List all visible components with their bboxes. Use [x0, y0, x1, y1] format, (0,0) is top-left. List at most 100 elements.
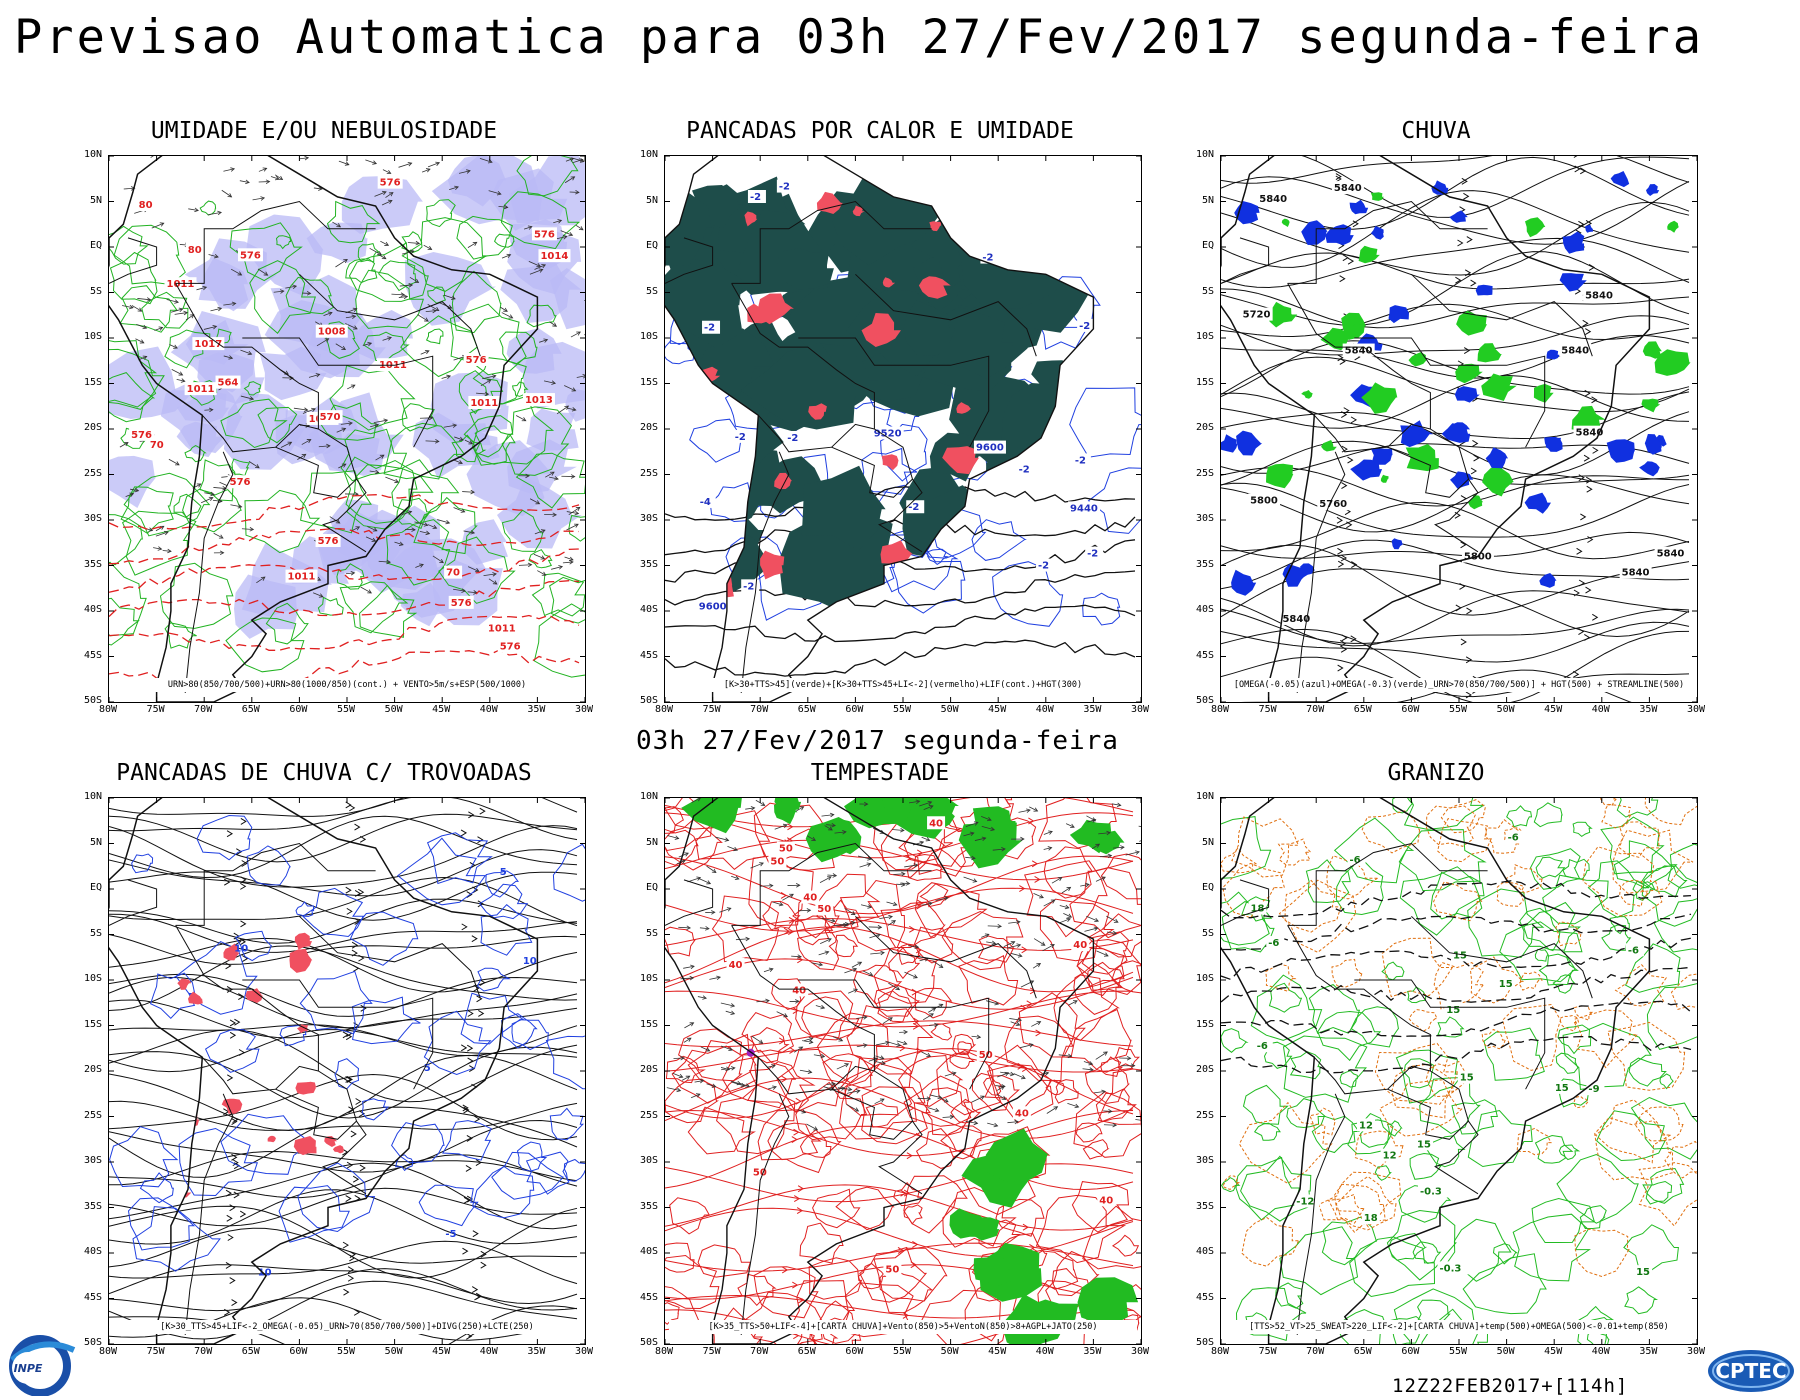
- wind-vector-head: [341, 463, 347, 468]
- contour-line: [1646, 1167, 1685, 1204]
- contour-line: [748, 854, 814, 927]
- wind-vector-head: [879, 1098, 885, 1103]
- streamline-arrow: [468, 811, 475, 819]
- latitude-tick-label: 5N: [89, 836, 102, 848]
- wind-vector-head: [123, 442, 129, 447]
- shaded-area: [665, 256, 743, 349]
- contour-label: -2: [982, 253, 993, 264]
- contour-line: [665, 339, 696, 365]
- contour-line: [401, 217, 488, 292]
- wind-vector: [370, 424, 379, 428]
- wind-vector-head: [527, 225, 533, 230]
- contour-label-box: [973, 440, 1006, 454]
- wind-vector: [427, 162, 440, 168]
- wind-vector-head: [306, 439, 312, 444]
- streamline-arrow: [480, 1261, 487, 1269]
- wind-vector: [793, 1046, 803, 1053]
- wind-vector-head: [1093, 926, 1099, 931]
- contour-label: -0.3: [1420, 1186, 1442, 1197]
- wind-vector: [150, 156, 154, 158]
- country-border: [1313, 1056, 1431, 1095]
- country-border: [109, 879, 158, 926]
- contour-line: [1076, 938, 1141, 996]
- streamline: [109, 934, 578, 965]
- wind-vector-head: [263, 271, 269, 276]
- wind-vector: [1009, 1018, 1022, 1021]
- latitude-tick-label: 30S: [1195, 1155, 1214, 1166]
- contour-label-box: [776, 841, 795, 855]
- contour-line: [880, 423, 928, 482]
- shaded-area: [958, 815, 1023, 869]
- shaded-area: [497, 476, 582, 549]
- wind-vector-head: [842, 830, 847, 835]
- wind-vector-head: [880, 950, 885, 956]
- streamline-arrow: [781, 1266, 789, 1274]
- wind-vector: [832, 1036, 843, 1042]
- wind-vector-head: [439, 558, 444, 564]
- contour-line: [469, 395, 555, 466]
- wind-vector: [846, 1104, 859, 1112]
- wind-vector-head: [1091, 817, 1097, 822]
- contour-line: [175, 941, 258, 1015]
- contour-label: 5: [500, 867, 507, 878]
- wind-vector-head: [129, 304, 134, 310]
- wind-vector-head: [926, 1052, 932, 1057]
- contour-line: [1607, 1021, 1686, 1091]
- streamline: [1221, 628, 1690, 702]
- longitude-tick-label: 50W: [1496, 1346, 1515, 1357]
- wind-vector-head: [1106, 830, 1111, 836]
- wind-vector-head: [452, 423, 458, 428]
- streamline-arrow: [479, 979, 486, 987]
- map-frame: 5840 5840 5840 5840 5840 5840 5840 5840 5840 5800…: [1220, 155, 1698, 703]
- wind-vector-head: [159, 525, 165, 530]
- wind-vector: [986, 1000, 999, 1005]
- wind-vector: [302, 408, 316, 414]
- wind-vector: [826, 1083, 836, 1085]
- wind-vector: [1084, 927, 1098, 932]
- contour-line: [348, 242, 429, 302]
- wind-vector: [819, 876, 832, 883]
- wind-vector: [399, 284, 413, 287]
- wind-vector: [544, 513, 557, 516]
- contour-label: 15: [1417, 1139, 1431, 1150]
- wind-vector-head: [202, 285, 208, 291]
- wind-vector-head: [896, 1042, 902, 1047]
- contour-label-box: [485, 621, 518, 635]
- contour-label: 15: [1446, 1005, 1460, 1016]
- latitude-tick-label: 10S: [1195, 331, 1214, 342]
- contour-line: [941, 911, 1024, 971]
- contour-line: [737, 1273, 777, 1307]
- wind-vector-head: [249, 396, 255, 401]
- longitude-tick-label: 30W: [574, 704, 594, 715]
- streamline-arrow: [1335, 175, 1342, 183]
- wind-vector-head: [381, 255, 387, 260]
- wind-vector: [756, 1000, 770, 1003]
- contour-label-box: [376, 358, 409, 372]
- wind-vector: [345, 323, 358, 330]
- contour-line: [351, 996, 421, 1045]
- contour-label-box: [136, 198, 155, 212]
- wind-vector-head: [311, 407, 316, 413]
- streamline: [109, 1119, 578, 1173]
- streamline-arrow: [1580, 513, 1587, 521]
- wind-vector: [256, 576, 266, 584]
- latitude-tick-label: 20S: [83, 1064, 102, 1075]
- wind-vector-head: [689, 975, 695, 981]
- wind-vector-head: [173, 344, 178, 349]
- longitude-tick-label: 60W: [1401, 1346, 1420, 1357]
- wind-vector: [730, 1080, 741, 1085]
- wind-vector: [301, 439, 311, 445]
- wind-vector: [443, 294, 456, 300]
- contour-label-box: [184, 382, 217, 396]
- wind-vector-head: [1074, 1103, 1080, 1109]
- contour-line: [1440, 799, 1486, 834]
- longitude-tick-label: 80W: [98, 704, 118, 715]
- inpe-logo: INPE: [4, 1330, 88, 1397]
- contour-label: 12: [1383, 1151, 1397, 1162]
- wind-vector-head: [684, 852, 689, 857]
- wind-vector-head: [175, 461, 180, 466]
- wind-vector: [196, 286, 207, 291]
- wind-vector-head: [877, 924, 883, 930]
- shaded-area: [1456, 310, 1487, 336]
- contour-line: [1492, 1243, 1519, 1265]
